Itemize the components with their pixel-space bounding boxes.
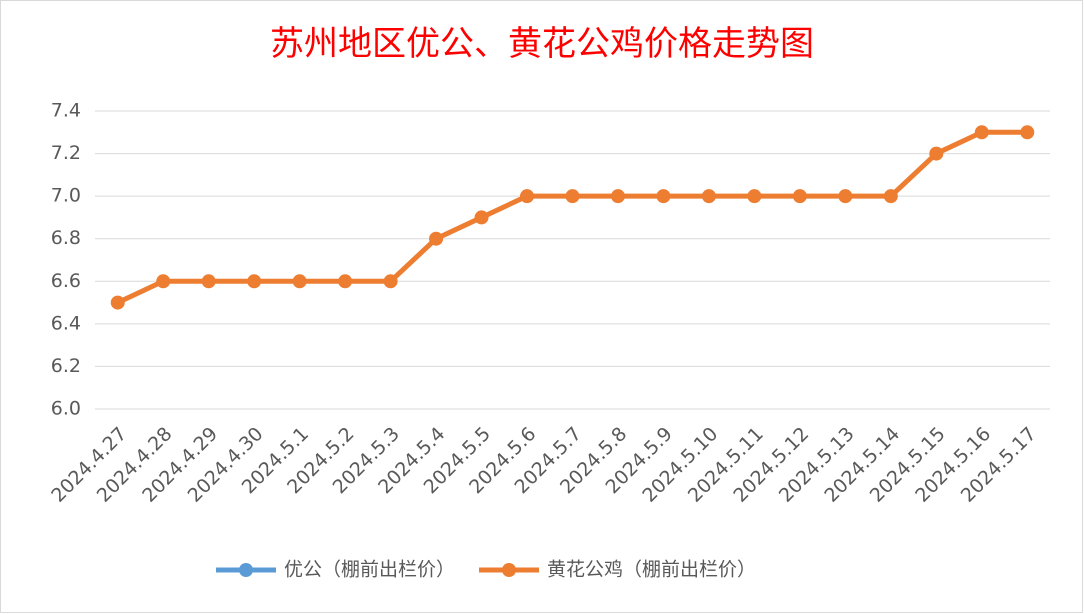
y-tick-label: 6.0 [51, 398, 81, 420]
data-point [747, 189, 762, 204]
y-tick-label: 6.4 [51, 312, 81, 334]
y-tick-label: 6.8 [51, 227, 81, 249]
legend-marker [502, 563, 517, 577]
data-point [929, 146, 944, 161]
y-tick-label: 7.0 [51, 185, 81, 207]
data-point [838, 189, 853, 204]
data-point [656, 189, 671, 204]
data-point [883, 189, 898, 204]
chart-title: 苏州地区优公、黄花公鸡价格走势图 [270, 24, 814, 64]
legend-label: 优公（棚前出栏价） [284, 559, 455, 581]
y-tick-label: 7.4 [51, 100, 81, 122]
data-point [701, 189, 716, 204]
data-point [110, 295, 125, 310]
data-point [156, 274, 171, 289]
data-point [1020, 125, 1035, 140]
data-point [520, 189, 535, 204]
data-point [247, 274, 262, 289]
y-tick-label: 7.2 [51, 142, 81, 164]
data-point [338, 274, 353, 289]
legend-marker [239, 563, 253, 577]
data-point [974, 125, 989, 140]
y-tick-label: 6.6 [51, 270, 81, 292]
legend-label: 黄花公鸡（棚前出栏价） [547, 559, 756, 581]
data-point [429, 231, 444, 246]
data-point [201, 274, 216, 289]
y-tick-label: 6.2 [51, 355, 81, 377]
data-point [565, 189, 580, 204]
data-point [792, 189, 807, 204]
data-point [292, 274, 307, 289]
data-point [383, 274, 398, 289]
data-point [610, 189, 625, 204]
data-point [474, 210, 489, 225]
